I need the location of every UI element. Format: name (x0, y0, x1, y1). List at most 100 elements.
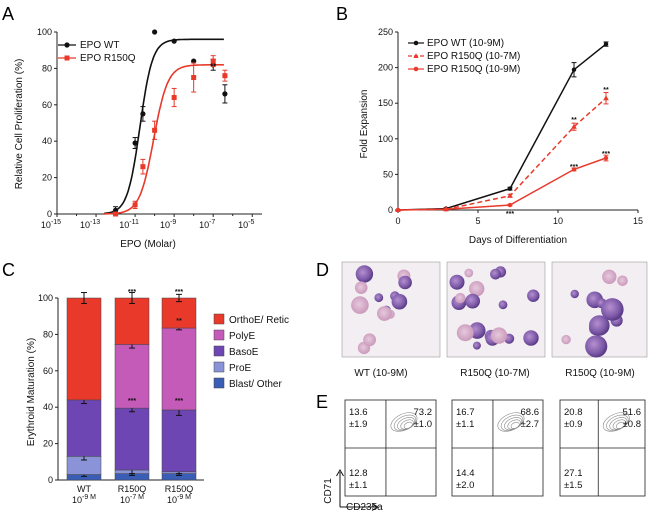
panel-c-ytick-label: 0 (48, 475, 53, 485)
panel-c-ytick-label: 20 (43, 439, 53, 449)
panel-c-category-sub: 10-9 M (167, 494, 191, 505)
panel-a-xtick-label: 10-9 (160, 219, 176, 230)
panel-a-point-1 (171, 95, 177, 101)
panel-b-point-2 (507, 202, 513, 208)
panel-b-significance: ** (571, 117, 577, 124)
panel-c-legend-swatch (213, 345, 225, 357)
panel-c-significance: *** (128, 289, 136, 296)
panel-a-xtick-label: 10-7 (199, 219, 215, 230)
panel-a-ytick-label: 20 (42, 173, 52, 183)
panel-c-category-label: WT (77, 484, 91, 494)
panel-e-q3-error: ±1.5 (564, 480, 582, 491)
panel-letter-d: D (316, 260, 329, 280)
panel-a-ytick-label: 80 (42, 63, 52, 73)
panel-d-cell (490, 327, 508, 344)
panel-c-legend-label: OrthoE/ Retic (229, 315, 289, 326)
panel-c-bar-segment (114, 297, 150, 345)
panel-c-significance: *** (175, 289, 183, 296)
panel-e-q1-error: ±1.1 (456, 419, 474, 430)
panel-letter-c: C (2, 260, 15, 280)
panel-e-q1-value: 16.7 (456, 407, 475, 418)
panel-e-q2-value: 68.6 (521, 407, 540, 418)
legend-label-epo-r150q-10-9m: EPO R150Q (10-9M) (427, 64, 520, 75)
panel-c-y-label: Erythroid Maturation (%) (26, 338, 37, 446)
panel-b-point-2 (571, 167, 577, 172)
panel-b-point-0 (571, 67, 577, 72)
panel-e-q1-error: ±1.9 (349, 419, 367, 430)
panel-c-category-sub: 10-7 M (120, 494, 144, 505)
panel-a-xtick-label: 10-15 (41, 219, 61, 230)
panel-b-point-2 (603, 155, 609, 161)
panel-d-cell (527, 289, 540, 302)
panel-d-cell (449, 274, 465, 290)
panel-c-legend-swatch (213, 313, 225, 325)
panel-b-ytick-label: 50 (383, 169, 393, 179)
panel-a-fit-curve-0 (103, 38, 224, 215)
legend-label-epo-wt: EPO WT (80, 40, 119, 51)
legend-label-epo-r150q: EPO R150Q (80, 53, 136, 64)
panel-a-point-1 (140, 164, 146, 170)
panel-d-cell (465, 293, 480, 309)
panel-a-point-1 (132, 202, 138, 208)
panel-e-contour (403, 421, 413, 429)
panel-a-xtick-label: 10-13 (80, 219, 100, 230)
panel-c-bar-segment (66, 399, 102, 457)
panel-letter-e: E (316, 392, 328, 412)
panel-a-point-1 (191, 75, 197, 80)
panel-b-ytick-label: 150 (378, 98, 393, 108)
panel-e-q3-error: ±2.0 (456, 480, 474, 491)
panel-c-significance: ** (176, 318, 182, 325)
panel-d-cell (589, 315, 610, 336)
panel-b-ytick-label: 200 (378, 63, 393, 73)
panel-a-ytick-label: 40 (42, 136, 52, 146)
panel-e-q1-value: 20.8 (564, 407, 583, 418)
panel-a-point-0 (191, 58, 197, 64)
panel-b-ytick-label: 0 (388, 205, 393, 215)
panel-d-cell (391, 293, 408, 310)
panel-c-bar-segment (161, 409, 197, 473)
panel-e-contour (615, 421, 625, 429)
panel-c-ytick-label: 100 (38, 293, 53, 303)
panel-a-xtick-label: 10-11 (119, 219, 139, 230)
panel-d-cell (456, 324, 474, 342)
panel-d-cell (374, 293, 384, 303)
panel-e-q3-value: 27.1 (564, 468, 583, 479)
panel-a-point-0 (132, 140, 138, 146)
panel-c-bar-segment (161, 327, 197, 411)
panel-e-q3-value: 14.4 (456, 468, 475, 479)
panel-b-point-1 (603, 95, 609, 101)
panel-a-point-1 (222, 73, 228, 79)
panel-a-x-label: EPO (Molar) (120, 239, 176, 250)
panel-d-micrographs (341, 261, 648, 358)
panel-a-ytick-label: 60 (42, 100, 52, 110)
panel-d-cell (377, 306, 392, 321)
panel-d-cell (585, 335, 608, 358)
panel-d-cell (455, 292, 466, 304)
panel-a-point-0 (152, 29, 158, 35)
panel-e-y-label: CD71 (323, 478, 334, 504)
panel-c-bar-segment (66, 297, 102, 401)
panel-c-legend-label: BasoE (229, 347, 259, 358)
panel-b-xtick-label: 0 (395, 216, 400, 226)
panel-c-bar-segment (114, 344, 150, 409)
panel-d-cell (570, 289, 579, 299)
panel-a-fit-curve-1 (103, 64, 224, 215)
panel-d-cell (464, 268, 474, 278)
panel-b-significance: *** (506, 211, 514, 218)
panel-c-ytick-label: 80 (43, 329, 53, 339)
panel-b-xtick-label: 15 (633, 216, 643, 226)
panel-c-legend-swatch (213, 377, 225, 389)
panel-b-point-1 (507, 192, 513, 198)
legend-label-epo-r150q-10-7m: EPO R150Q (10-7M) (427, 51, 520, 62)
panel-c-legend-label: ProE (229, 363, 252, 374)
panel-c-category-label: R150Q (118, 484, 147, 494)
panel-c-significance: *** (175, 398, 183, 405)
panel-a-point-0 (140, 111, 146, 117)
panel-e-q2-value: 73.2 (414, 407, 433, 418)
panel-c-legend-label: Blast/ Other (229, 379, 282, 390)
panel-b-line-1 (397, 97, 607, 211)
panel-d-caption-r150q-10-7: R150Q (10-7M) (460, 368, 530, 379)
panel-d-caption-r150q-10-9: R150Q (10-9M) (565, 368, 635, 379)
panel-d-cell (617, 275, 628, 287)
